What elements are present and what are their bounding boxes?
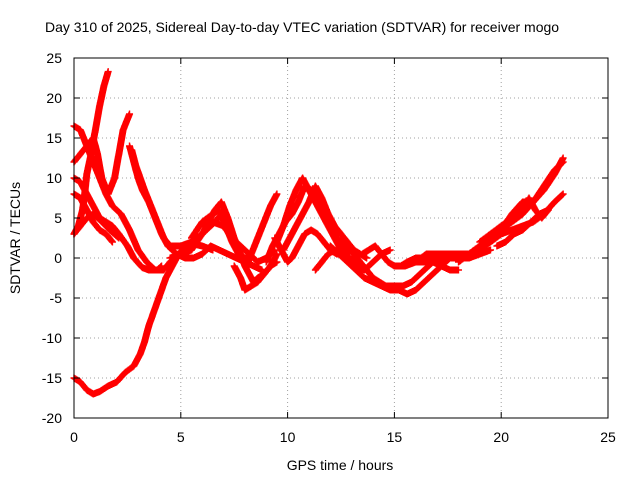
y-tick-label: -10 bbox=[42, 330, 62, 346]
y-tick-label: -5 bbox=[50, 290, 63, 306]
series-markers bbox=[493, 206, 552, 250]
series-arc-9h bbox=[247, 190, 281, 258]
x-tick-label: 25 bbox=[600, 429, 616, 445]
series-arc-2.5h bbox=[126, 142, 266, 274]
y-tick-label: 0 bbox=[54, 250, 62, 266]
plot-frame bbox=[73, 57, 609, 419]
x-tick-label: 15 bbox=[387, 429, 403, 445]
y-tick-label: 10 bbox=[46, 170, 62, 186]
x-tick-label: 20 bbox=[493, 429, 509, 445]
grid-lines bbox=[74, 58, 608, 418]
y-tick-label: -15 bbox=[42, 370, 62, 386]
x-tick-label: 0 bbox=[70, 429, 78, 445]
series-arc-20-22h bbox=[493, 206, 552, 250]
series-markers bbox=[247, 190, 281, 258]
series-arc-mid-6 bbox=[188, 206, 255, 262]
y-tick-label: 5 bbox=[54, 210, 62, 226]
series-arc-19-22h bbox=[476, 194, 552, 246]
series-arc-mid-7 bbox=[230, 258, 281, 294]
x-tick-label: 10 bbox=[280, 429, 296, 445]
axis-ticks: 0 5 10 15 20 25 -20 -15 -10 -5 0 5 10 15 20 25 bbox=[42, 50, 616, 445]
y-tick-label: 15 bbox=[46, 130, 62, 146]
series-arc-12.5-16h bbox=[326, 242, 454, 298]
chart-title: Day 310 of 2025, Sidereal Day-to-day VTE… bbox=[45, 19, 559, 35]
series-markers bbox=[230, 258, 281, 294]
x-tick-label: 5 bbox=[177, 429, 185, 445]
series-markers bbox=[476, 194, 552, 246]
y-tick-label: -20 bbox=[42, 410, 62, 426]
data-series bbox=[70, 68, 567, 398]
y-axis-label: SDTVAR / TECUs bbox=[7, 182, 23, 294]
series-markers bbox=[188, 206, 255, 262]
series-markers bbox=[326, 242, 454, 298]
y-tick-label: 25 bbox=[46, 50, 62, 66]
x-axis-label: GPS time / hours bbox=[287, 457, 394, 473]
series-markers bbox=[126, 142, 266, 274]
y-tick-label: 20 bbox=[46, 90, 62, 106]
